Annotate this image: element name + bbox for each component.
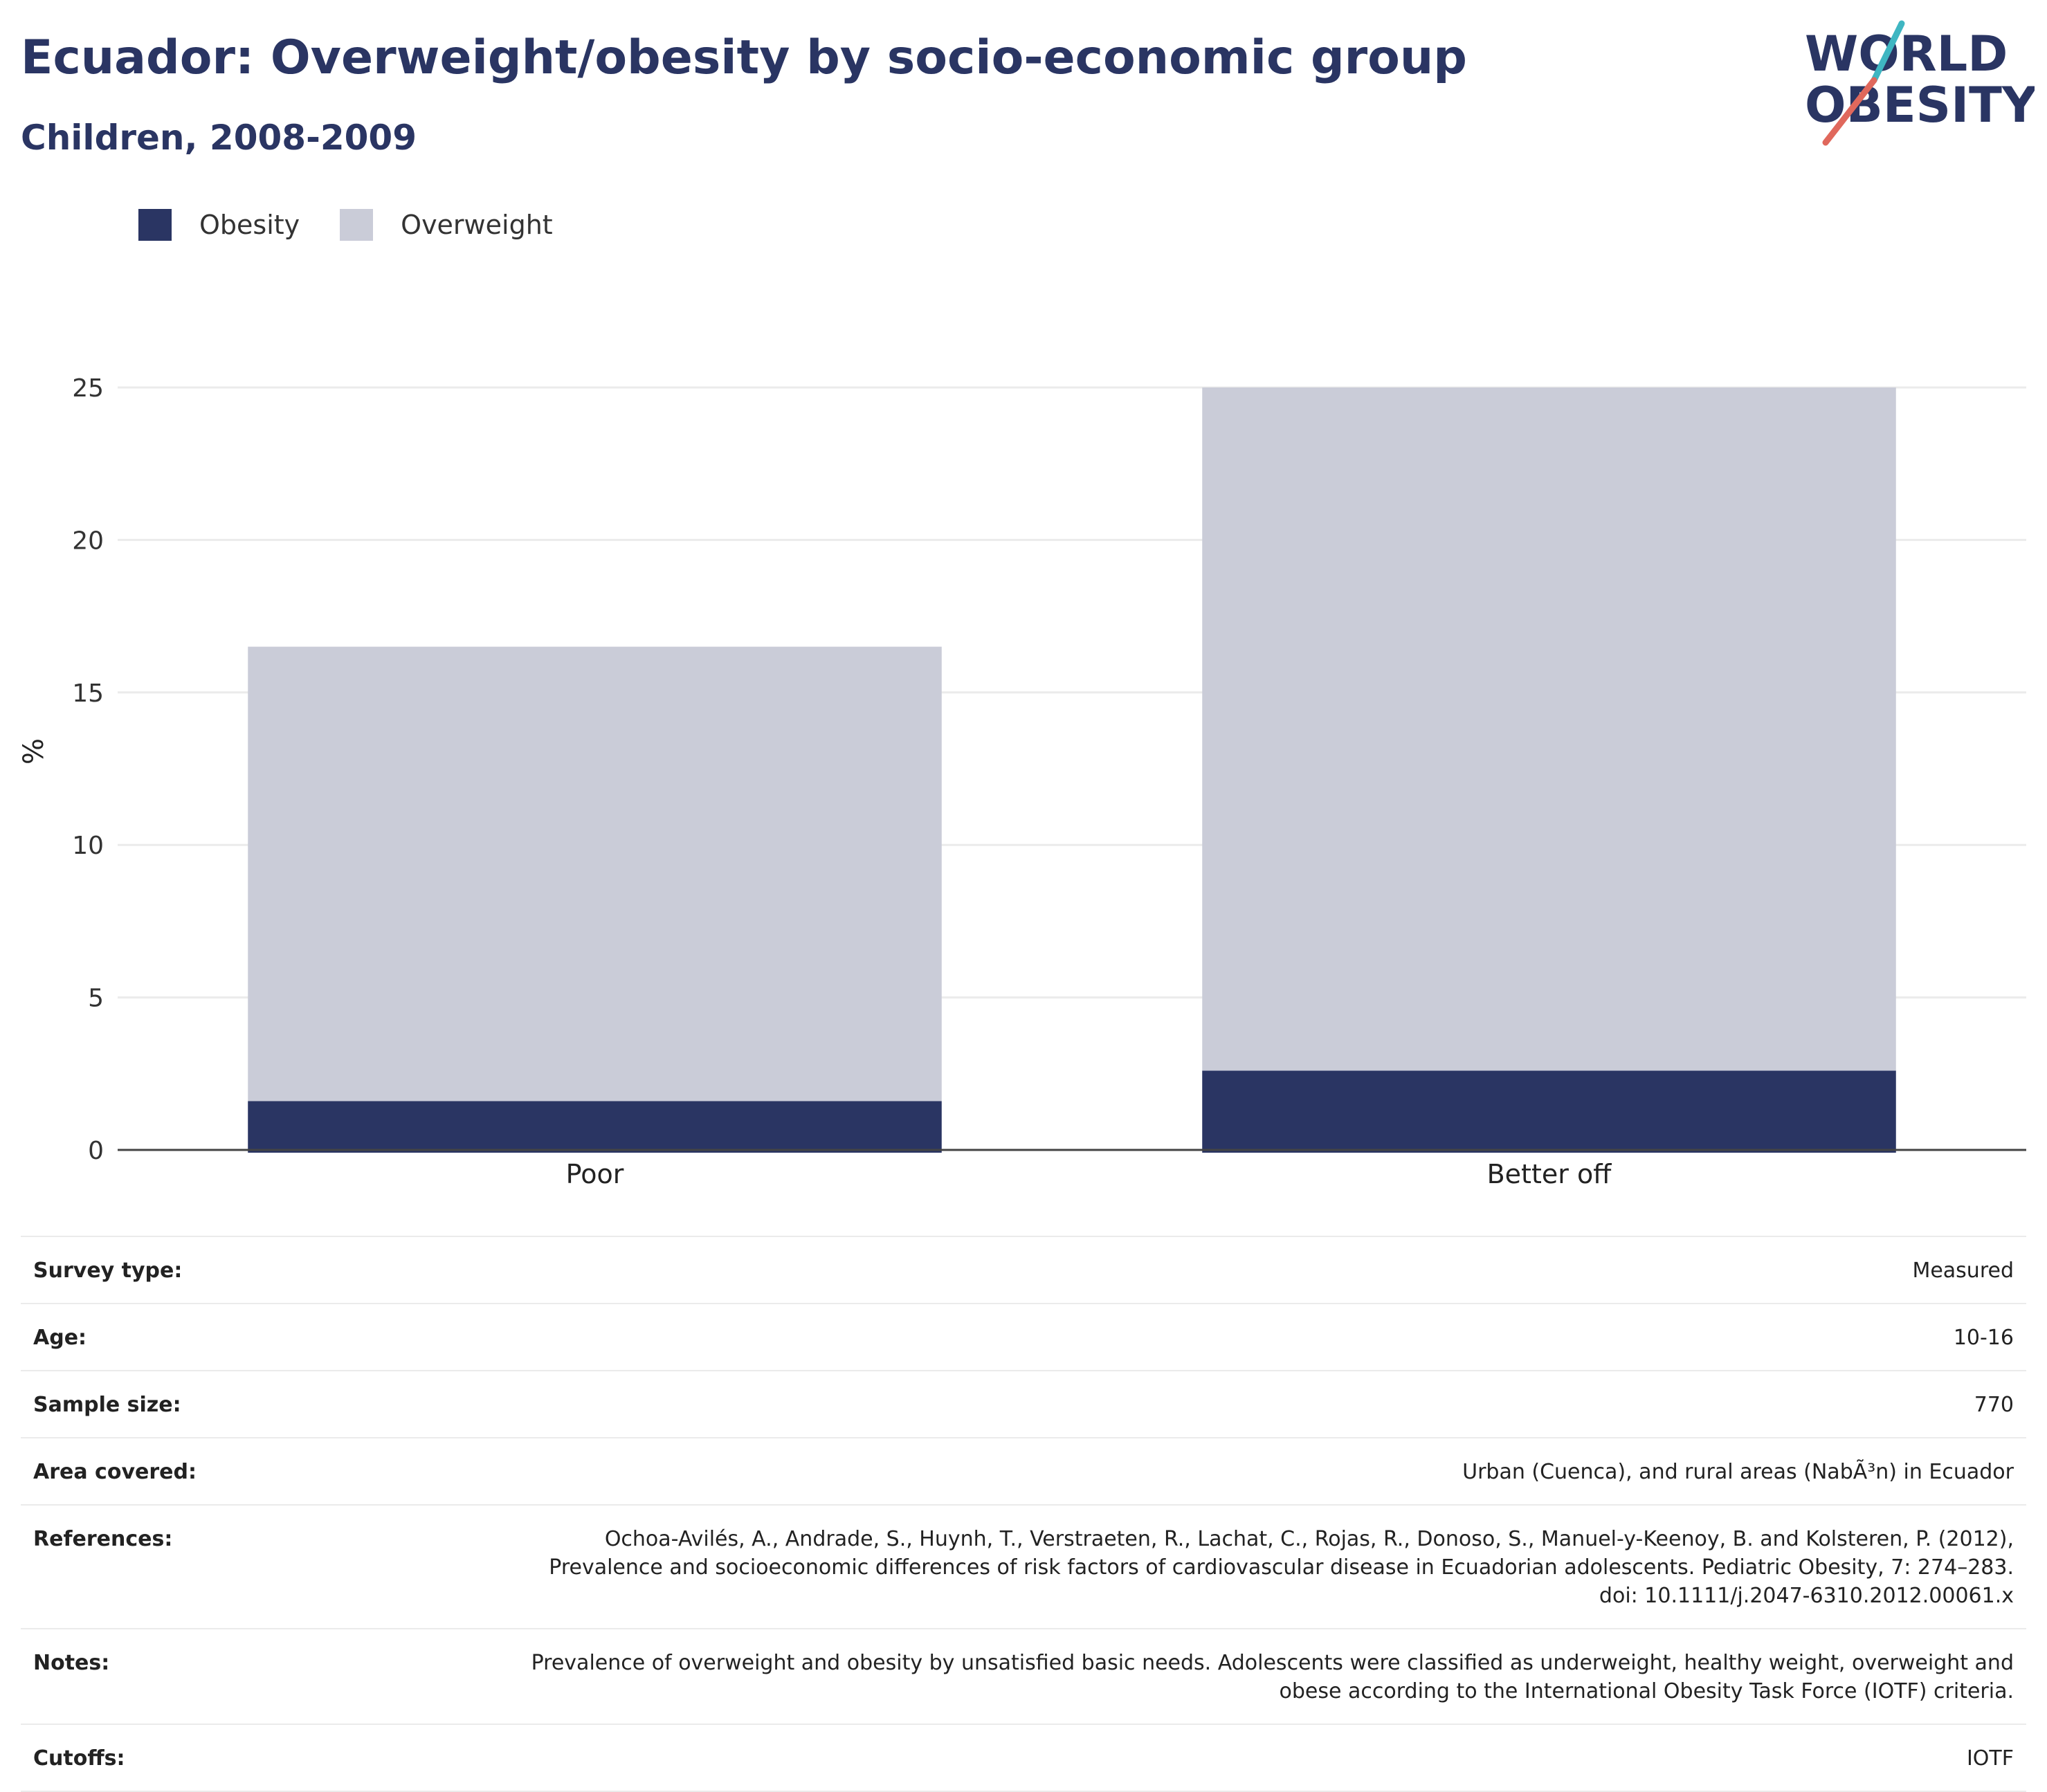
y-tick-label: 20 [72, 527, 104, 555]
bar-obesity-better-off[interactable] [1202, 1070, 1896, 1153]
legend-label-overweight: Overweight [401, 210, 553, 240]
info-value: Prevalence of overweight and obesity by … [531, 1651, 2014, 1703]
y-axis-label: % [18, 738, 50, 765]
bar-overweight-poor[interactable] [248, 646, 942, 1101]
logo-line-1: WORLD [1805, 26, 2008, 82]
legend-swatch-overweight [340, 209, 374, 241]
x-category-label: Poor [566, 1159, 624, 1189]
world-obesity-logo: WORLD OBESITY [1805, 20, 2035, 146]
y-tick-label: 0 [88, 1137, 104, 1165]
legend-label-obesity: Obesity [199, 210, 300, 240]
info-value: Ochoa-Avilés, A., Andrade, S., Huynh, T.… [549, 1527, 2014, 1608]
info-row-age: Age: 10-16 [21, 1304, 2026, 1371]
bars [248, 387, 1896, 1153]
info-label: Age: [33, 1326, 87, 1350]
info-value: Measured [1912, 1259, 2014, 1283]
bar-obesity-poor[interactable] [248, 1101, 942, 1153]
y-tick-label: 15 [72, 679, 104, 708]
info-value: 10-16 [1953, 1326, 2014, 1350]
legend-item-obesity[interactable]: Obesity [138, 209, 300, 241]
info-label: Cutoffs: [33, 1746, 125, 1771]
logo-accent-teal [1871, 20, 1905, 84]
info-row-notes: Notes: Prevalence of overweight and obes… [21, 1629, 2026, 1725]
info-label: Notes: [33, 1651, 110, 1675]
info-label: References: [33, 1527, 173, 1551]
legend-item-overweight[interactable]: Overweight [340, 209, 553, 241]
info-value: 770 [1974, 1393, 2014, 1417]
chart-legend: Obesity Overweight [138, 206, 593, 244]
info-label: Area covered: [33, 1460, 197, 1484]
info-value: IOTF [1966, 1746, 2014, 1771]
info-row-cutoffs: Cutoffs: IOTF [21, 1725, 2026, 1792]
survey-info-table: Survey type: Measured Age: 10-16 Sample … [21, 1236, 2026, 1792]
axes: 0 5 10 15 20 25 Poor Better off [72, 374, 2026, 1189]
info-label: Sample size: [33, 1393, 181, 1417]
logo-accent-coral [1822, 77, 1877, 146]
bar-overweight-better-off[interactable] [1202, 387, 1896, 1071]
info-row-sample-size: Sample size: 770 [21, 1371, 2026, 1438]
info-label: Survey type: [33, 1259, 183, 1283]
y-tick-label: 25 [72, 374, 104, 403]
chart-title: Ecuador: Overweight/obesity by socio-eco… [21, 30, 1467, 85]
y-tick-label: 5 [88, 985, 104, 1013]
info-row-survey-type: Survey type: Measured [21, 1237, 2026, 1304]
legend-swatch-obesity [138, 209, 172, 241]
x-category-label: Better off [1487, 1159, 1612, 1189]
info-row-references: References: Ochoa-Avilés, A., Andrade, S… [21, 1506, 2026, 1629]
bar-chart: 0 5 10 15 20 25 Poor Better off % [18, 374, 2026, 1189]
y-tick-label: 10 [72, 832, 104, 860]
info-value: Urban (Cuenca), and rural areas (NabÃ³n)… [1462, 1460, 2014, 1484]
info-row-area-covered: Area covered: Urban (Cuenca), and rural … [21, 1438, 2026, 1506]
chart-subtitle: Children, 2008-2009 [21, 118, 417, 158]
